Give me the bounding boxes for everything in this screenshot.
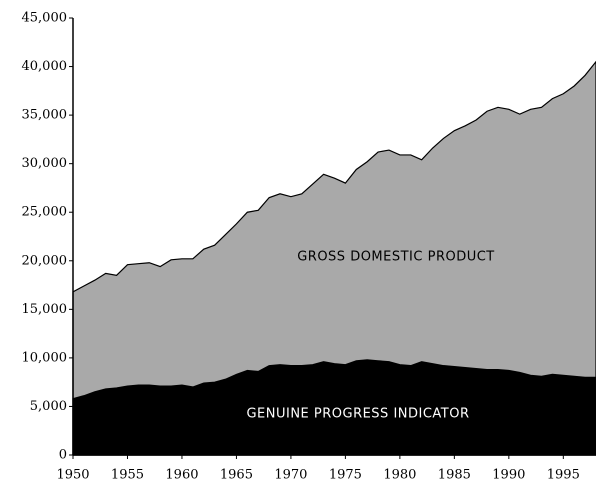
y-tick-label: 45,000 xyxy=(22,11,68,26)
series-label: GENUINE PROGRESS INDICATOR xyxy=(246,407,469,422)
x-tick-label: 1985 xyxy=(438,468,471,483)
y-tick-label: 15,000 xyxy=(22,302,68,317)
y-tick-label: 35,000 xyxy=(22,108,68,123)
x-tick-label: 1995 xyxy=(547,468,580,483)
y-tick-label: 0 xyxy=(59,448,67,463)
x-tick-label: 1980 xyxy=(383,468,416,483)
x-tick-label: 1960 xyxy=(165,468,198,483)
y-tick-label: 40,000 xyxy=(22,59,68,74)
series-label: GROSS DOMESTIC PRODUCT xyxy=(297,250,495,265)
x-tick-label: 1990 xyxy=(492,468,525,483)
x-tick-label: 1965 xyxy=(220,468,253,483)
y-tick-label: 25,000 xyxy=(22,205,68,220)
y-tick-label: 5,000 xyxy=(30,399,67,414)
y-tick-label: 20,000 xyxy=(22,253,68,268)
area xyxy=(72,359,596,456)
x-tick-label: 1975 xyxy=(329,468,362,483)
y-tick-label: 30,000 xyxy=(22,156,68,171)
x-tick-label: 1950 xyxy=(56,468,89,483)
x-tick-label: 1970 xyxy=(274,468,307,483)
area xyxy=(72,60,596,456)
y-tick-label: 10,000 xyxy=(22,350,68,365)
x-tick-label: 1955 xyxy=(111,468,144,483)
